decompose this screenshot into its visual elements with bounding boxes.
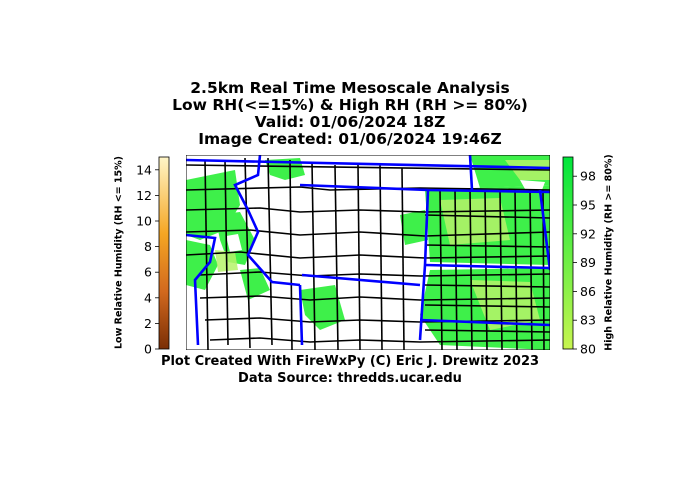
right-colorbar-tick-label: 80 — [580, 342, 596, 357]
title-line-1: 2.5km Real Time Mesoscale Analysis — [190, 79, 510, 97]
map-panel — [186, 155, 550, 350]
right-colorbar-tick-label: 89 — [580, 255, 596, 270]
low-rh-regions — [226, 180, 545, 252]
left-colorbar-tick-label: 8 — [144, 239, 152, 254]
footer-line-2: Data Source: thredds.ucar.edu — [238, 371, 462, 386]
right-colorbar-ramp — [562, 156, 574, 350]
right-colorbar-label: High Relative Humidity (RH >= 80%) — [603, 154, 615, 351]
left-colorbar-tick-label: 2 — [144, 316, 152, 331]
left-colorbar-tick-label: 12 — [136, 188, 152, 203]
left-colorbar-tick-label: 0 — [144, 342, 152, 357]
right-colorbar-tick-label: 83 — [580, 313, 596, 328]
left-colorbar-tick-label: 4 — [144, 290, 152, 305]
title-line-4: Image Created: 01/06/2024 19:46Z — [198, 130, 502, 148]
left-colorbar-tick-label: 10 — [136, 214, 152, 229]
title-line-2: Low RH(<=15%) & High RH (RH >= 80%) — [172, 96, 528, 114]
right-colorbar: 80 83 86 89 92 95 98 — [562, 156, 596, 357]
left-colorbar-tick-label: 14 — [136, 162, 152, 177]
right-colorbar-tick-label: 95 — [580, 198, 596, 213]
footer-line-1: Plot Created With FireWxPy (C) Eric J. D… — [160, 354, 540, 369]
left-colorbar-tick-label: 6 — [144, 265, 152, 280]
title-line-3: Valid: 01/06/2024 18Z — [254, 113, 446, 131]
right-colorbar-tick-label: 92 — [580, 226, 596, 241]
left-colorbar: 0 2 4 6 8 10 12 14 — [136, 156, 170, 357]
left-colorbar-ramp — [158, 156, 170, 350]
right-colorbar-tick-label: 86 — [580, 284, 596, 299]
right-colorbar-tick-label: 98 — [580, 169, 596, 184]
left-colorbar-label: Low Relative Humidity (RH <= 15%) — [113, 155, 125, 350]
state-lines — [186, 155, 550, 346]
